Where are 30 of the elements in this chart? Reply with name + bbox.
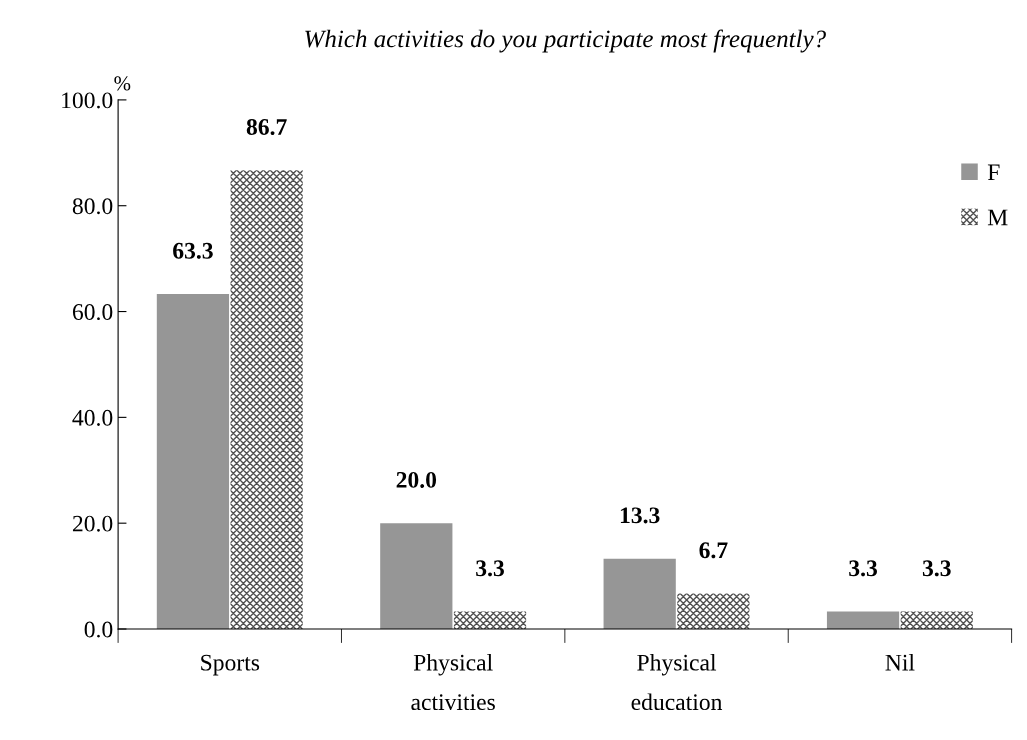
bar	[900, 611, 973, 629]
x-tick-label: Sports	[201, 654, 260, 676]
data-label: 3.3	[922, 560, 951, 577]
x-tick-label: Nil	[885, 654, 915, 671]
y-tick-label: 20.0	[72, 515, 113, 532]
y-tick-label: 100.0	[62, 92, 113, 109]
x-tick-label: Physical education	[631, 654, 723, 711]
bar	[156, 294, 230, 629]
chart-title: Which activities do you participate most frequently?	[305, 29, 826, 53]
y-tick-label: 40.0	[72, 409, 113, 426]
data-label: 63.3	[173, 242, 213, 259]
legend-label: M	[987, 209, 1008, 226]
bar	[380, 523, 453, 629]
bar	[677, 593, 750, 629]
bar	[230, 170, 303, 629]
data-label: 20.0	[396, 471, 437, 488]
data-label: 13.3	[620, 507, 660, 524]
y-axis-title: %	[114, 76, 131, 91]
data-label: 86.7	[246, 118, 287, 136]
y-tick-label: 60.0	[72, 304, 113, 321]
bar	[453, 611, 527, 629]
y-tick-label: 80.0	[72, 198, 113, 215]
data-label: 3.3	[849, 560, 877, 577]
bar	[603, 558, 676, 629]
data-label: 6.7	[699, 542, 728, 559]
y-tick-label: 0.0	[84, 621, 113, 638]
bar	[826, 611, 900, 629]
legend-label: F	[987, 164, 1000, 181]
x-tick-label: Physical activities	[411, 654, 495, 711]
data-label: 3.3	[476, 560, 504, 577]
